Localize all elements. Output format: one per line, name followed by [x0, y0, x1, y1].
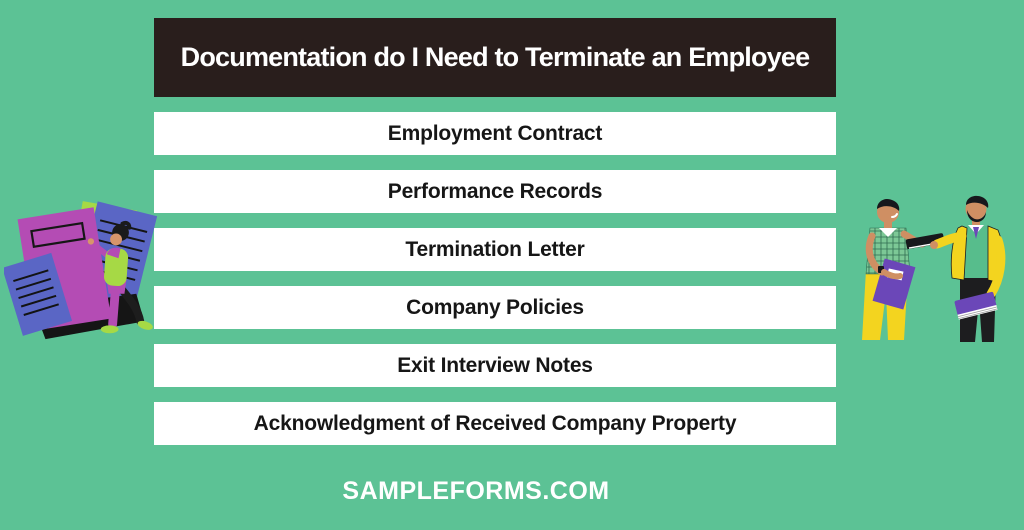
documents-stack-illustration: [4, 201, 158, 340]
site-name: SAMPLEFORMS.COM: [342, 477, 610, 505]
employee-figure: [862, 199, 926, 340]
person-figure: [87, 220, 153, 334]
list-item-employment-contract: Employment Contract: [154, 112, 836, 155]
list-item-company-policies: Company Policies: [154, 286, 836, 329]
page-title: Documentation do I Need to Terminate an …: [180, 42, 811, 72]
list-item-acknowledgment-property: Acknowledgment of Received Company Prope…: [154, 402, 836, 445]
handover-illustration: [862, 195, 1006, 342]
book-icon: [954, 291, 998, 320]
document-icon: [4, 252, 73, 336]
manager-figure: [930, 195, 1006, 342]
list-item-exit-interview-notes: Exit Interview Notes: [154, 344, 836, 387]
infographic-title-bar: Documentation do I Need to Terminate an …: [154, 18, 836, 97]
list-item-performance-records: Performance Records: [154, 170, 836, 213]
list-item-termination-letter: Termination Letter: [154, 228, 836, 271]
